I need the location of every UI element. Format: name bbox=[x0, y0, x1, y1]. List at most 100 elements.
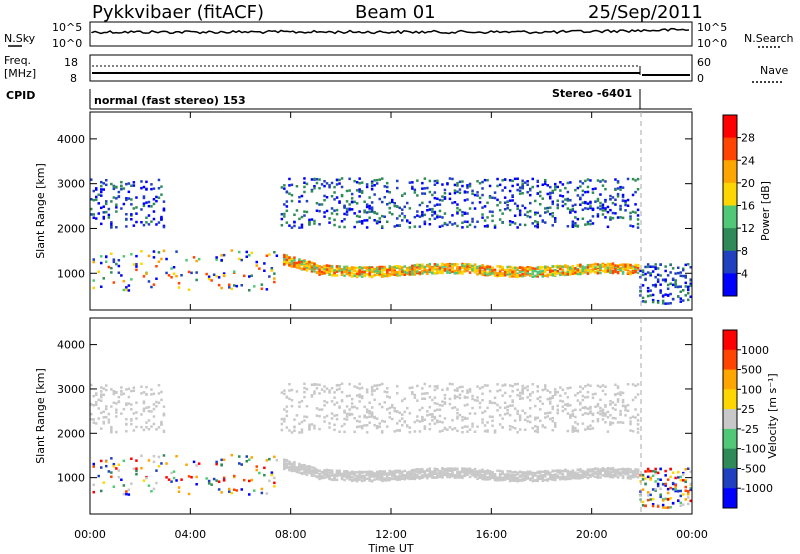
velocity-echo-cell bbox=[117, 400, 121, 403]
velocity-echo-cell bbox=[456, 471, 459, 475]
power-echo-cell bbox=[335, 196, 339, 199]
power-echo-cell bbox=[338, 267, 341, 270]
velocity-echo-cell bbox=[666, 478, 670, 481]
power-echo-cell bbox=[513, 275, 517, 278]
velocity-echo-cell bbox=[333, 473, 336, 476]
power-echo-cell bbox=[90, 198, 93, 201]
velocity-echo-cell bbox=[671, 481, 675, 485]
power-echo-cell bbox=[594, 262, 597, 266]
power-echo-cell bbox=[679, 285, 682, 288]
power-echo-cell bbox=[641, 296, 645, 300]
power-echo-cell bbox=[391, 266, 394, 269]
velocity-echo-cell bbox=[100, 459, 103, 463]
velocity-echo-cell bbox=[536, 425, 539, 429]
power-echo-cell bbox=[554, 268, 557, 272]
power-echo-cell bbox=[569, 181, 572, 184]
velocity-echo-cell bbox=[212, 477, 216, 481]
velocity-echo-cell bbox=[446, 475, 449, 479]
power-echo-cell bbox=[488, 184, 492, 188]
velocity-echo-cell bbox=[355, 386, 359, 389]
power-echo-cell bbox=[571, 209, 575, 212]
power-echo-cell bbox=[661, 295, 665, 298]
velocity-echo-cell bbox=[283, 458, 286, 461]
power-echo-cell bbox=[383, 268, 386, 272]
velocity-echo-cell bbox=[644, 482, 647, 486]
velocity-echo-cell bbox=[358, 420, 361, 423]
velocity-echo-cell bbox=[478, 473, 482, 477]
velocity-echo-cell bbox=[406, 475, 409, 479]
velocity-echo-cell bbox=[290, 404, 294, 408]
power-echo-cell bbox=[142, 195, 146, 198]
power-echo-cell bbox=[453, 201, 457, 204]
velocity-echo-cell bbox=[396, 475, 399, 478]
velocity-echo-cell bbox=[624, 406, 627, 409]
velocity-echo-cell bbox=[343, 417, 346, 421]
power-echo-cell bbox=[456, 212, 459, 215]
velocity-echo-cell bbox=[446, 470, 449, 473]
power-echo-cell bbox=[581, 193, 585, 197]
power-echo-cell bbox=[403, 205, 406, 209]
velocity-echo-cell bbox=[381, 430, 384, 433]
power-echo-cell bbox=[468, 271, 472, 274]
power-echo-cell bbox=[626, 204, 630, 207]
velocity-echo-cell bbox=[360, 396, 364, 400]
velocity-echo-cell bbox=[110, 427, 113, 431]
velocity-echo-cell bbox=[300, 428, 304, 431]
velocity-echo-cell bbox=[641, 488, 645, 491]
power-echo-cell bbox=[481, 266, 484, 269]
velocity-echo-cell bbox=[373, 389, 376, 392]
velocity-echo-cell bbox=[348, 475, 351, 479]
velocity-echo-cell bbox=[604, 421, 607, 424]
power-echo-cell bbox=[654, 275, 657, 279]
power-echo-cell bbox=[280, 224, 284, 227]
velocity-colorbar-segment bbox=[723, 389, 737, 410]
power-echo-cell bbox=[222, 272, 226, 275]
velocity-echo-cell bbox=[561, 472, 565, 476]
power-echo-cell bbox=[120, 274, 123, 277]
power-echo-cell bbox=[508, 269, 512, 272]
power-echo-cell bbox=[130, 203, 133, 206]
velocity-echo-cell bbox=[498, 469, 502, 473]
power-echo-cell bbox=[97, 212, 100, 215]
velocity-echo-cell bbox=[453, 389, 457, 392]
power-echo-cell bbox=[396, 272, 399, 276]
velocity-echo-cell bbox=[102, 481, 105, 484]
velocity-echo-cell bbox=[313, 390, 316, 393]
power-echo-cell bbox=[621, 199, 625, 203]
velocity-echo-cell bbox=[626, 409, 630, 412]
velocity-echo-cell bbox=[549, 471, 552, 474]
velocity-echo-cell bbox=[486, 406, 489, 410]
velocity-echo-cell bbox=[488, 472, 492, 476]
velocity-echo-cell bbox=[162, 414, 166, 417]
velocity-echo-cell bbox=[589, 384, 592, 387]
power-echo-cell bbox=[556, 269, 559, 273]
velocity-echo-cell bbox=[656, 504, 660, 507]
velocity-echo-cell bbox=[421, 476, 424, 479]
velocity-echo-cell bbox=[473, 475, 477, 478]
power-colorbar-label: 24 bbox=[741, 154, 755, 167]
velocity-echo-cell bbox=[491, 415, 494, 419]
velocity-echo-cell bbox=[516, 382, 519, 386]
power-echo-cell bbox=[441, 262, 444, 266]
time-x-axis: 00:00 04:00 08:00 12:00 16:00 20:00 00:00 bbox=[74, 112, 708, 541]
velocity-echo-cell bbox=[273, 476, 276, 480]
power-echo-cell bbox=[335, 178, 339, 182]
power-colorbar-segment bbox=[723, 228, 737, 252]
velocity-echo-cell bbox=[596, 420, 600, 423]
velocity-echo-cell bbox=[393, 472, 396, 476]
velocity-echo-cell bbox=[616, 421, 620, 424]
velocity-echo-cell bbox=[606, 467, 610, 470]
power-echo-cell bbox=[363, 219, 366, 222]
power-echo-cell bbox=[285, 262, 289, 265]
velocity-echo-cell bbox=[112, 392, 116, 396]
velocity-echo-cell bbox=[513, 477, 517, 480]
velocity-echo-cell bbox=[112, 462, 116, 466]
velocity-echo-cell bbox=[426, 414, 429, 417]
velocity-echo-cell bbox=[574, 473, 577, 476]
velocity-echo-cell bbox=[574, 429, 577, 432]
velocity-echo-cell bbox=[571, 471, 575, 475]
velocity-echo-cell bbox=[611, 416, 615, 420]
power-echo-cell bbox=[476, 220, 479, 223]
velocity-echo-cell bbox=[150, 410, 153, 413]
